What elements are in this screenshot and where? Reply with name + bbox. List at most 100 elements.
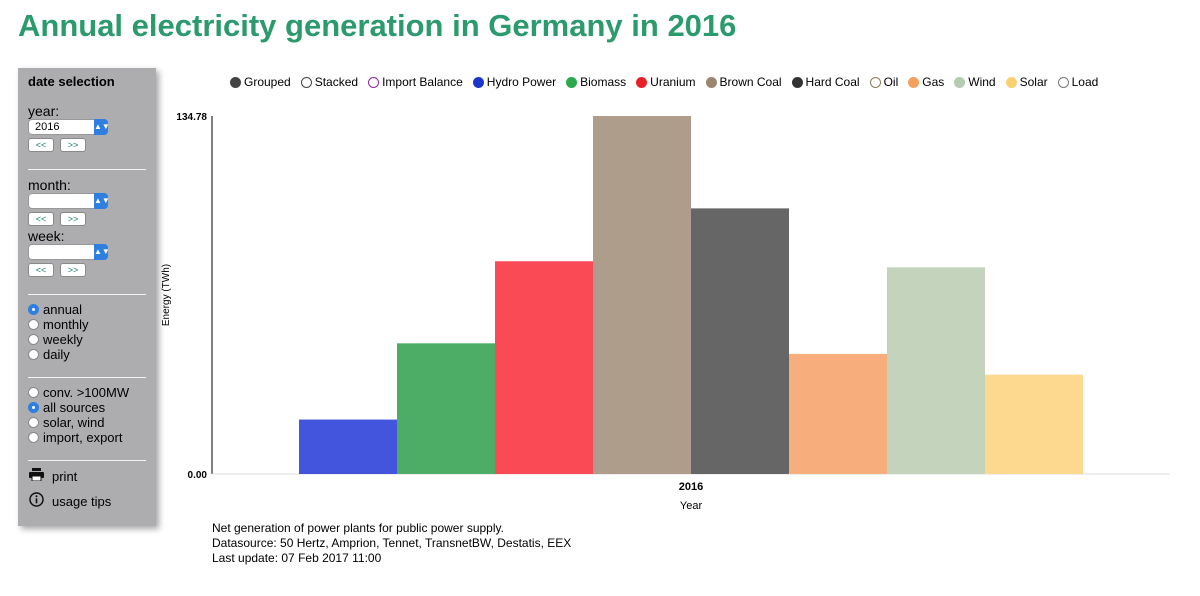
bar-wind (887, 267, 985, 474)
legend-item-hard-coal[interactable]: Hard Coal (791, 75, 860, 89)
chevron-updown-icon: ▲▼ (94, 193, 110, 209)
y-tick-label: 134.78 (176, 112, 207, 123)
period-option-label: monthly (43, 317, 89, 332)
radio-icon (28, 432, 39, 443)
legend-label: Gas (922, 75, 945, 89)
bar-hydro-power (299, 419, 397, 474)
footnote-line: Last update: 07 Feb 2017 11:00 (212, 551, 382, 565)
year-prev-button[interactable]: << (28, 138, 54, 152)
chevron-updown-icon: ▲▼ (94, 244, 110, 260)
radio-selected-icon (28, 402, 39, 413)
footnote-line: Datasource: 50 Hertz, Amprion, Tennet, T… (212, 536, 572, 550)
legend-swatch-icon (1057, 76, 1069, 88)
period-option-label: daily (43, 347, 70, 362)
legend-item-stacked[interactable]: Stacked (300, 75, 359, 89)
divider (28, 294, 146, 295)
period-option-weekly[interactable]: weekly (28, 332, 83, 347)
legend-label: Hydro Power (486, 75, 557, 89)
legend-label: Stacked (314, 75, 359, 89)
legend-item-solar[interactable]: Solar (1005, 75, 1048, 89)
period-option-label: weekly (43, 332, 83, 347)
legend-item-gas[interactable]: Gas (908, 75, 944, 89)
source-option-label: conv. >100MW (43, 385, 130, 400)
legend-label: Load (1071, 75, 1099, 89)
source-option-import-export[interactable]: import, export (28, 430, 122, 445)
print-button[interactable]: print (28, 468, 77, 484)
legend-item-grouped[interactable]: Grouped (230, 75, 291, 89)
info-icon (28, 492, 44, 510)
month-select[interactable]: ▲▼ (28, 193, 110, 209)
divider (28, 377, 146, 378)
legend-swatch-icon (636, 76, 648, 88)
radio-icon (28, 349, 39, 360)
legend-label: Biomass (580, 75, 627, 89)
radio-icon (28, 417, 39, 428)
legend-label: Uranium (650, 75, 696, 89)
legend-item-brown-coal[interactable]: Brown Coal (705, 75, 782, 89)
y-tick-label: 0.00 (188, 470, 208, 481)
sidebar: date selection year: 2016 ▲▼ << >> month… (18, 68, 156, 526)
year-label: year: (28, 103, 60, 119)
page-title: Annual electricity generation in Germany… (18, 8, 737, 43)
week-select[interactable]: ▲▼ (28, 244, 110, 260)
legend-label: Brown Coal (719, 75, 782, 89)
legend-swatch-icon (300, 76, 312, 88)
year-select[interactable]: 2016 ▲▼ (28, 119, 110, 135)
year-next-button[interactable]: >> (60, 138, 86, 152)
x-axis-title: Year (680, 500, 703, 512)
legend-swatch-icon (705, 76, 717, 88)
year-select-value: 2016 (35, 121, 60, 133)
radio-icon (28, 319, 39, 330)
period-option-label: annual (43, 302, 83, 317)
footnote-line: Net generation of power plants for publi… (212, 521, 504, 535)
legend-swatch-icon (368, 76, 380, 88)
legend-label: Hard Coal (805, 75, 860, 89)
radio-icon (28, 387, 39, 398)
y-axis-title: Energy (TWh) (161, 264, 172, 326)
legend-label: Oil (883, 75, 899, 89)
legend-swatch-icon (472, 76, 484, 88)
period-option-annual[interactable]: annual (28, 302, 82, 317)
print-label: print (52, 468, 78, 484)
usage-tips-button[interactable]: usage tips (28, 492, 111, 510)
period-option-monthly[interactable]: monthly (28, 317, 89, 332)
footnote: Net generation of power plants for publi… (212, 521, 571, 566)
legend-swatch-icon (1005, 76, 1017, 88)
legend-label: Wind (968, 75, 996, 89)
week-next-button[interactable]: >> (60, 263, 86, 277)
chevron-updown-icon: ▲▼ (94, 119, 110, 135)
source-option-solar-wind[interactable]: solar, wind (28, 415, 104, 430)
legend-item-uranium[interactable]: Uranium (636, 75, 696, 89)
chart-legend: Grouped Stacked Import Balance Hydro Power B… (230, 74, 1108, 90)
bar-biomass (397, 343, 495, 474)
radio-selected-icon (28, 304, 39, 315)
source-option-all-sources[interactable]: all sources (28, 400, 105, 415)
legend-item-oil[interactable]: Oil (869, 75, 899, 89)
period-option-daily[interactable]: daily (28, 347, 70, 362)
legend-item-load[interactable]: Load (1057, 75, 1099, 89)
source-option-label: all sources (43, 400, 106, 415)
legend-item-wind[interactable]: Wind (954, 75, 996, 89)
legend-item-hydro-power[interactable]: Hydro Power (472, 75, 557, 89)
bar-hard-coal (691, 208, 789, 474)
printer-icon (28, 468, 44, 484)
legend-swatch-icon (954, 76, 966, 88)
legend-item-import-balance[interactable]: Import Balance (368, 75, 463, 89)
divider (28, 169, 146, 170)
source-option-label: import, export (43, 430, 123, 445)
legend-label: Solar (1019, 75, 1048, 89)
source-option-label: solar, wind (43, 415, 105, 430)
usage-tips-label: usage tips (52, 493, 112, 509)
bar-uranium (495, 261, 593, 474)
week-label: week: (28, 228, 65, 244)
divider (28, 460, 146, 461)
bar-brown-coal (593, 116, 691, 474)
month-prev-button[interactable]: << (28, 212, 54, 226)
legend-label: Import Balance (382, 75, 463, 89)
week-prev-button[interactable]: << (28, 263, 54, 277)
source-option-conv[interactable]: conv. >100MW (28, 385, 129, 400)
legend-swatch-icon (869, 76, 881, 88)
legend-swatch-icon (791, 76, 803, 88)
month-next-button[interactable]: >> (60, 212, 86, 226)
legend-item-biomass[interactable]: Biomass (566, 75, 626, 89)
